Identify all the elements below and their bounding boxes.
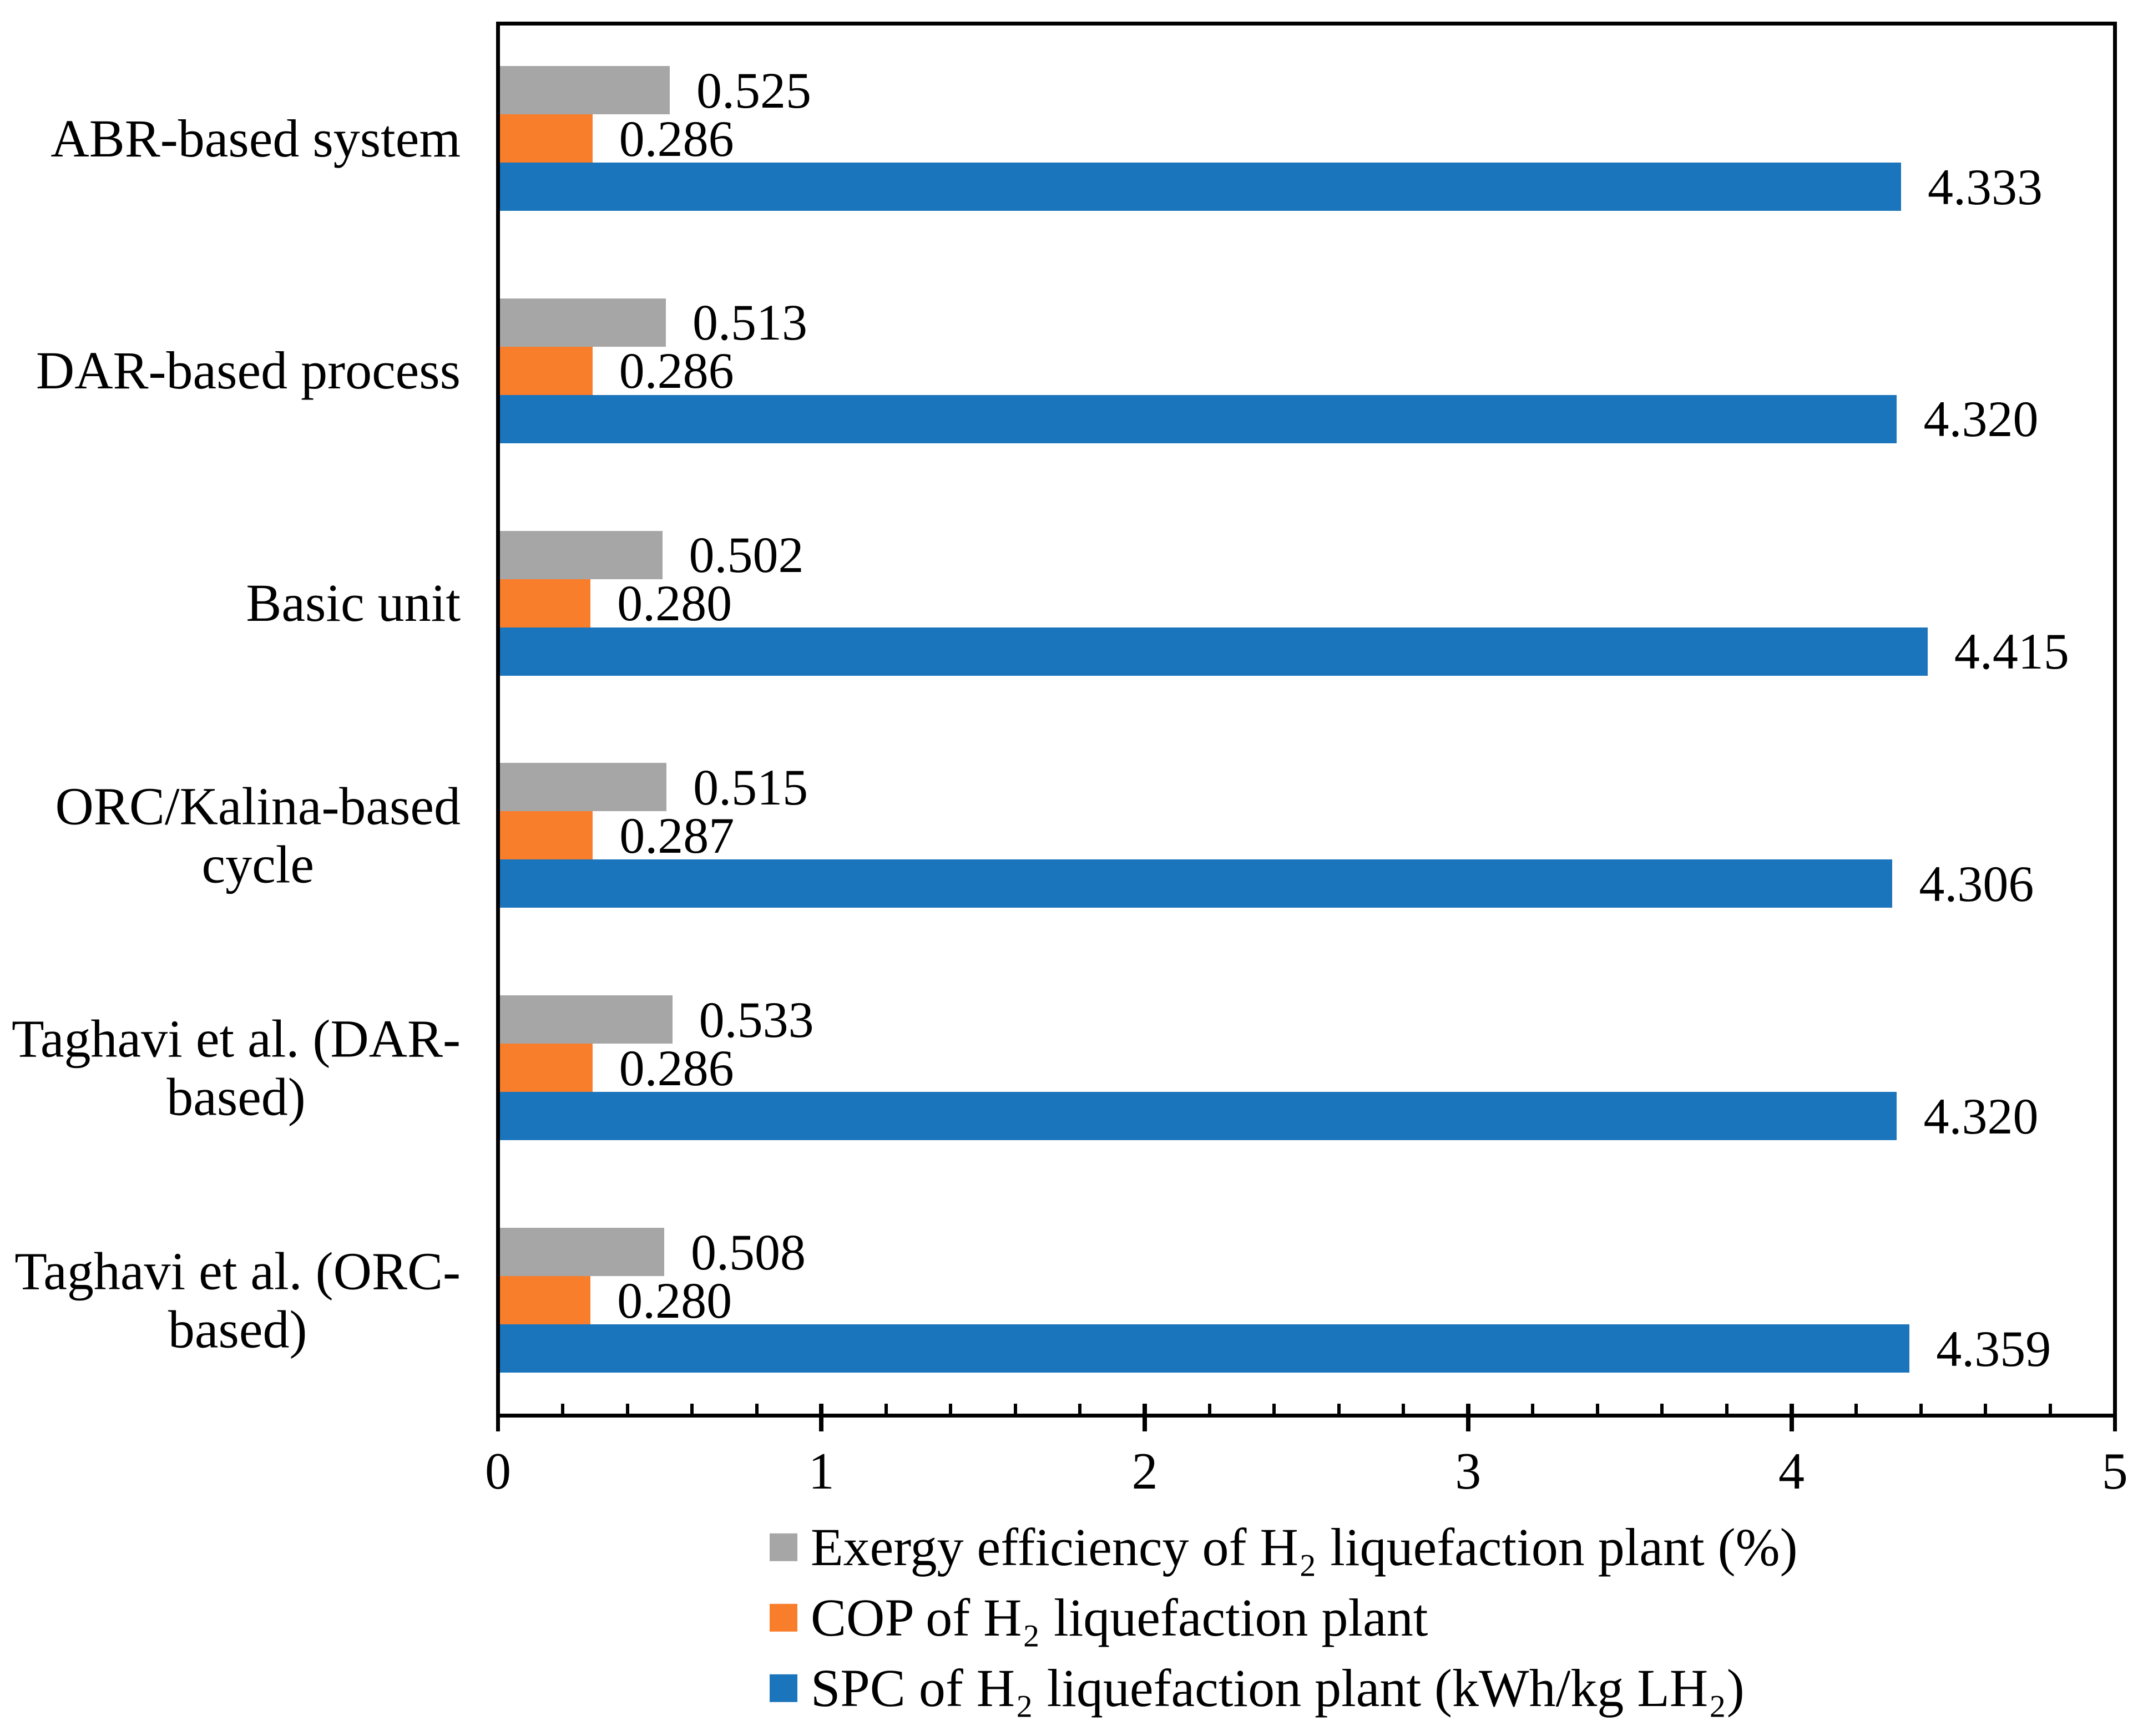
x-axis-minor-tick bbox=[1337, 1404, 1341, 1414]
value-label: 0.502 bbox=[689, 527, 804, 584]
legend-item: SPC of H₂ liquefaction plant (kWh/kg LH₂… bbox=[770, 1658, 1745, 1719]
value-label: 4.333 bbox=[1928, 158, 2043, 215]
x-axis-minor-tick bbox=[1402, 1404, 1406, 1414]
value-label: 4.415 bbox=[1954, 623, 2069, 680]
legend-item: Exergy efficiency of H₂ liquefaction pla… bbox=[770, 1517, 1798, 1578]
bar bbox=[500, 298, 666, 347]
bar bbox=[500, 394, 1897, 443]
bar bbox=[500, 346, 593, 395]
bar bbox=[500, 163, 1902, 211]
x-axis-minor-tick bbox=[690, 1404, 694, 1414]
legend-label: Exergy efficiency of H₂ liquefaction pla… bbox=[811, 1517, 1798, 1577]
category-label: Taghavi et al. (DAR- based) bbox=[11, 1009, 461, 1127]
x-tick-label: 5 bbox=[2101, 1443, 2128, 1500]
x-axis-minor-tick bbox=[1595, 1404, 1599, 1414]
x-axis-major-tick bbox=[496, 1418, 500, 1431]
bar bbox=[500, 579, 591, 627]
value-label: 0.286 bbox=[619, 1039, 734, 1096]
x-axis-major-tick bbox=[1465, 1404, 1470, 1431]
x-axis-minor-tick bbox=[1013, 1404, 1017, 1414]
x-axis-minor-tick bbox=[625, 1404, 629, 1414]
x-tick-label: 3 bbox=[1455, 1443, 1482, 1500]
bar bbox=[500, 1092, 1897, 1141]
x-axis-minor-tick bbox=[1919, 1404, 1923, 1414]
x-axis-minor-tick bbox=[1660, 1404, 1664, 1414]
x-axis-minor-tick bbox=[1078, 1404, 1082, 1414]
x-axis-minor-tick bbox=[1854, 1404, 1858, 1414]
value-label: 0.525 bbox=[696, 62, 811, 119]
x-axis-minor-tick bbox=[2048, 1404, 2052, 1414]
bar bbox=[500, 811, 593, 860]
value-label: 0.280 bbox=[617, 575, 732, 632]
category-label: Basic unit bbox=[246, 573, 461, 633]
x-tick-label: 1 bbox=[808, 1443, 835, 1500]
value-label: 0.513 bbox=[692, 294, 807, 351]
category-label: ABR-based system bbox=[50, 108, 461, 168]
category-label: DAR-based process bbox=[36, 341, 461, 401]
value-label: 4.306 bbox=[1919, 855, 2034, 912]
plot-area-border bbox=[496, 22, 2117, 1418]
bar bbox=[500, 66, 670, 114]
legend-item: COP of H₂ liquefaction plant bbox=[770, 1587, 1428, 1648]
legend-swatch bbox=[770, 1603, 797, 1632]
value-label: 4.359 bbox=[1936, 1320, 2051, 1377]
bar bbox=[500, 627, 1928, 676]
x-axis-minor-tick bbox=[755, 1404, 759, 1414]
legend-swatch bbox=[770, 1674, 797, 1702]
x-axis-minor-tick bbox=[884, 1404, 888, 1414]
bar bbox=[500, 1044, 593, 1092]
x-axis-minor-tick bbox=[1207, 1404, 1211, 1414]
category-label: ORC/Kalina-based cycle bbox=[55, 776, 461, 894]
bar bbox=[500, 1228, 665, 1276]
bar bbox=[500, 114, 593, 163]
x-tick-label: 4 bbox=[1778, 1443, 1805, 1500]
x-axis-minor-tick bbox=[1725, 1404, 1728, 1414]
value-label: 0.515 bbox=[693, 758, 808, 816]
x-axis-major-tick bbox=[1789, 1404, 1794, 1431]
x-axis-major-tick bbox=[2113, 1418, 2117, 1431]
value-label: 4.320 bbox=[1923, 391, 2039, 448]
value-label: 0.286 bbox=[619, 342, 734, 399]
bar bbox=[500, 995, 673, 1044]
value-label: 0.533 bbox=[699, 991, 814, 1048]
bar bbox=[500, 1324, 1910, 1373]
bar bbox=[500, 530, 663, 579]
x-axis-minor-tick bbox=[1272, 1404, 1276, 1414]
legend-label: COP of H₂ liquefaction plant bbox=[811, 1587, 1428, 1647]
x-axis-minor-tick bbox=[1531, 1404, 1535, 1414]
plot-area: 0.525 0.286 4.333 0.513 0.286 4.320 0.502 0.280… bbox=[500, 26, 2113, 1414]
legend-label: SPC of H₂ liquefaction plant (kWh/kg LH₂… bbox=[811, 1658, 1745, 1718]
value-label: 4.320 bbox=[1923, 1087, 2039, 1145]
bar bbox=[500, 859, 1893, 908]
bar bbox=[500, 763, 667, 812]
value-label: 0.287 bbox=[619, 807, 735, 864]
x-axis-minor-tick bbox=[561, 1404, 565, 1414]
value-label: 0.508 bbox=[691, 1223, 806, 1281]
category-label: Taghavi et al. (ORC- based) bbox=[14, 1241, 461, 1359]
x-tick-label: 0 bbox=[485, 1443, 511, 1500]
x-tick-label: 2 bbox=[1131, 1443, 1158, 1500]
value-label: 0.286 bbox=[619, 110, 734, 167]
x-axis-major-tick bbox=[1143, 1404, 1147, 1431]
value-label: 0.280 bbox=[617, 1272, 732, 1329]
x-axis-minor-tick bbox=[949, 1404, 953, 1414]
bar bbox=[500, 1276, 591, 1324]
legend-swatch bbox=[770, 1533, 797, 1561]
x-axis-minor-tick bbox=[1984, 1404, 1988, 1414]
x-axis-major-tick bbox=[819, 1404, 824, 1431]
